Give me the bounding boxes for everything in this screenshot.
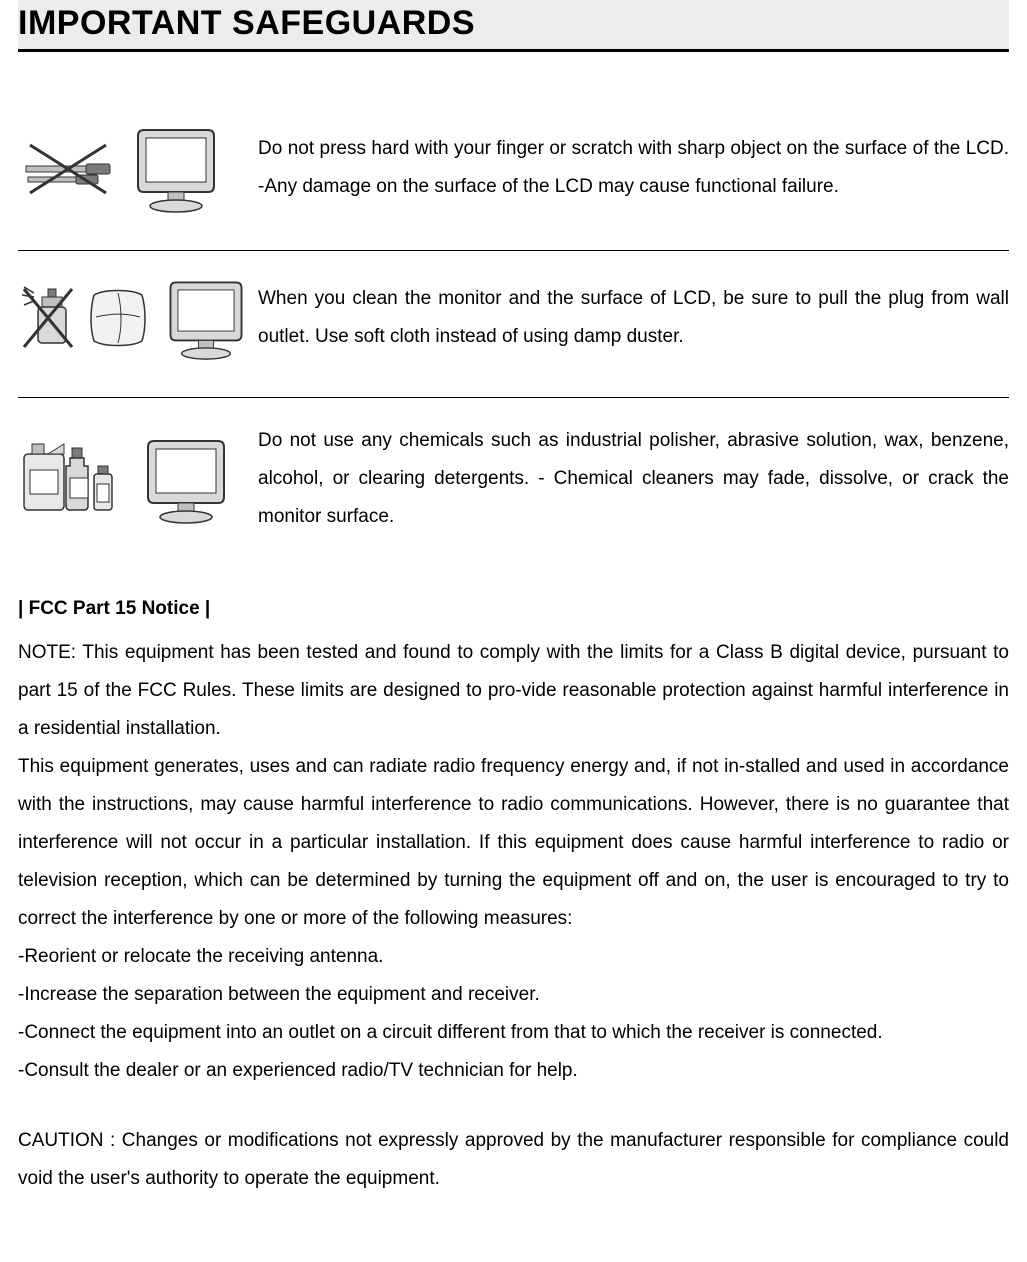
warning-icons	[18, 122, 258, 214]
fcc-paragraph-2: This equipment generates, uses and can r…	[18, 748, 1009, 938]
warning-row: Do not use any chemicals such as industr…	[18, 412, 1009, 558]
fcc-paragraph-1: NOTE: This equipment has been tested and…	[18, 634, 1009, 748]
fcc-measure: -Reorient or relocate the receiving ante…	[18, 938, 1009, 976]
fcc-measure: -Increase the separation between the equ…	[18, 976, 1009, 1014]
warning-row: When you clean the monitor and the surfa…	[18, 265, 1009, 383]
fcc-caution: CAUTION : Changes or modifications not e…	[18, 1122, 1009, 1198]
fcc-heading: | FCC Part 15 Notice |	[18, 598, 1009, 620]
monitor-icon	[136, 433, 236, 525]
fcc-measure: -Consult the dealer or an experienced ra…	[18, 1052, 1009, 1090]
document-page: IMPORTANT SAFEGUARDS	[0, 0, 1027, 1262]
warning-icons	[18, 433, 258, 525]
separator	[18, 250, 1009, 251]
chemicals-icon	[18, 436, 128, 522]
title-bar: IMPORTANT SAFEGUARDS	[18, 0, 1009, 52]
monitor-icon	[126, 122, 226, 214]
warning-text: Do not use any chemicals such as industr…	[258, 422, 1009, 536]
warning-text: Do not press hard with your finger or sc…	[258, 130, 1009, 206]
warning-text: When you clean the monitor and the surfa…	[258, 280, 1009, 356]
page-title: IMPORTANT SAFEGUARDS	[18, 4, 1009, 43]
spray-crossed-icon	[18, 281, 78, 355]
monitor-icon	[158, 275, 254, 361]
warning-row: Do not press hard with your finger or sc…	[18, 112, 1009, 236]
cloth-icon	[86, 285, 150, 351]
screwdriver-crossed-icon	[18, 133, 118, 203]
fcc-measure: -Connect the equipment into an outlet on…	[18, 1014, 1009, 1052]
separator	[18, 397, 1009, 398]
warning-icons	[18, 275, 258, 361]
